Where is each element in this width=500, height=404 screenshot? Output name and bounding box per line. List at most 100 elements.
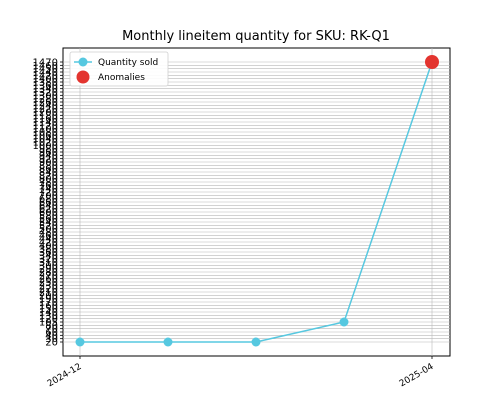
y-tick-label: 160 — [39, 301, 58, 312]
y-tick-label: 70 — [45, 324, 58, 335]
y-tick-label: 680 — [39, 194, 58, 205]
y-tick-label: 1400 — [33, 74, 58, 85]
x-tick-label: 2025-04 — [398, 362, 436, 390]
y-axis-ticks: 2030406070801051201301401501601701902002… — [33, 58, 63, 349]
y-tick-label: 60 — [45, 328, 58, 339]
y-tick-label: 1320 — [33, 88, 58, 99]
y-tick-label: 760 — [39, 181, 58, 192]
y-tick-label: 1470 — [33, 58, 58, 69]
y-tick-label: 105 — [39, 318, 58, 329]
y-tick-label: 1340 — [33, 84, 58, 95]
y-tick-label: 380 — [39, 244, 58, 255]
legend-label-quantity: Quantity sold — [98, 58, 158, 68]
y-tick-label: 400 — [39, 241, 58, 252]
y-tick-label: 140 — [39, 308, 58, 319]
y-tick-label: 20 — [45, 338, 58, 349]
y-tick-label: 1200 — [33, 108, 58, 119]
y-tick-label: 1180 — [33, 111, 58, 122]
y-tick-label: 620 — [39, 204, 58, 215]
y-tick-label: 560 — [39, 214, 58, 225]
y-tick-label: 780 — [39, 178, 58, 189]
legend-box — [69, 51, 169, 87]
y-tick-label: 190 — [39, 294, 58, 305]
y-tick-label: 720 — [39, 188, 58, 199]
grid-lines — [63, 48, 450, 356]
y-tick-label: 420 — [39, 238, 58, 249]
y-tick-label: 130 — [39, 311, 58, 322]
y-tick-label: 260 — [39, 274, 58, 285]
legend-label-anomalies: Anomalies — [98, 73, 145, 83]
y-tick-label: 940 — [39, 151, 58, 162]
y-tick-label: 1060 — [33, 131, 58, 142]
y-tick-label: 1160 — [33, 114, 58, 125]
y-tick-label: 460 — [39, 231, 58, 242]
y-tick-label: 290 — [39, 264, 58, 275]
y-tick-label: 1080 — [33, 128, 58, 139]
x-tick-label: 2024-12 — [46, 362, 84, 389]
y-tick-label: 520 — [39, 221, 58, 232]
y-tick-label: 580 — [39, 211, 58, 222]
y-tick-label: 1260 — [33, 98, 58, 109]
data-point-quantity-sold — [75, 337, 85, 347]
y-tick-label: 1280 — [33, 94, 58, 105]
legend-marker-quantity — [78, 57, 88, 67]
y-tick-label: 1240 — [33, 101, 58, 112]
y-tick-label: 1380 — [33, 78, 58, 89]
y-tick-label: 120 — [39, 314, 58, 325]
y-tick-label: 270 — [39, 271, 58, 282]
y-tick-label: 80 — [45, 321, 58, 332]
y-tick-label: 900 — [39, 158, 58, 169]
y-tick-label: 300 — [39, 261, 58, 272]
y-tick-label: 1100 — [33, 124, 58, 135]
y-tick-label: 340 — [39, 251, 58, 262]
y-tick-label: 360 — [39, 248, 58, 259]
data-point-quantity-sold — [163, 337, 173, 347]
y-tick-label: 840 — [39, 168, 58, 179]
y-tick-label: 200 — [39, 291, 58, 302]
y-tick-label: 600 — [39, 208, 58, 219]
y-tick-label: 640 — [39, 201, 58, 212]
legend-marker-anomalies — [76, 70, 90, 84]
y-tick-label: 320 — [39, 254, 58, 265]
y-tick-label: 540 — [39, 218, 58, 229]
y-tick-label: 1300 — [33, 91, 58, 102]
y-tick-label: 1220 — [33, 104, 58, 115]
y-tick-label: 960 — [39, 148, 58, 159]
x-axis-ticks: 2024-12 2025-04 — [46, 356, 436, 389]
y-tick-label: 500 — [39, 224, 58, 235]
y-tick-label: 880 — [39, 161, 58, 172]
y-tick-label: 660 — [39, 198, 58, 209]
y-tick-label: 1040 — [33, 134, 58, 145]
y-tick-label: 980 — [39, 144, 58, 155]
y-tick-label: 1140 — [33, 118, 58, 129]
data-point-quantity-sold — [251, 337, 261, 347]
y-tick-label: 860 — [39, 164, 58, 175]
y-tick-label: 170 — [39, 298, 58, 309]
y-tick-label: 1000 — [33, 141, 58, 152]
y-tick-label: 1450 — [33, 64, 58, 75]
y-tick-label: 230 — [39, 281, 58, 292]
y-tick-label: 920 — [39, 154, 58, 165]
y-tick-label: 480 — [39, 228, 58, 239]
y-tick-label: 740 — [39, 184, 58, 195]
y-tick-label: 150 — [39, 304, 58, 315]
chart-title: Monthly lineitem quantity for SKU: RK-Q1 — [122, 29, 390, 44]
y-tick-label: 310 — [39, 258, 58, 269]
y-tick-label: 210 — [39, 288, 58, 299]
anomaly-marker — [425, 55, 439, 69]
y-tick-label: 1420 — [33, 71, 58, 82]
y-tick-label: 1360 — [33, 81, 58, 92]
y-tick-label: 1460 — [33, 61, 58, 72]
y-tick-label: 40 — [45, 331, 58, 342]
series-layer — [75, 55, 439, 347]
y-tick-label: 250 — [39, 278, 58, 289]
data-point-quantity-sold — [339, 317, 349, 327]
legend: Quantity sold Anomalies — [69, 51, 169, 87]
y-tick-label: 800 — [39, 174, 58, 185]
y-tick-label: 820 — [39, 171, 58, 182]
y-tick-label: 1120 — [33, 121, 58, 132]
y-tick-label: 30 — [45, 334, 58, 345]
y-tick-label: 700 — [39, 191, 58, 202]
